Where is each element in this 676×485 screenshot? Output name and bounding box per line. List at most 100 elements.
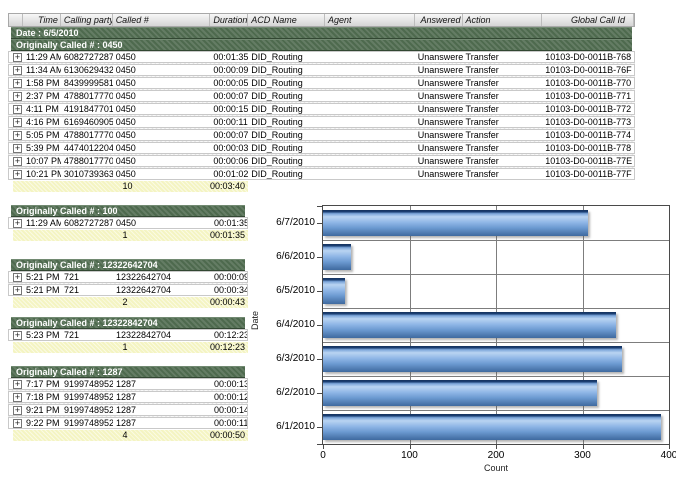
cell-duration: 00:00:11 xyxy=(213,117,248,127)
expand-cell: + xyxy=(9,65,23,75)
cell-duration: 00:00:11 xyxy=(214,418,247,428)
cell-time: 9:22 PM xyxy=(26,418,60,428)
cell-calling: 4191847701 xyxy=(63,104,113,114)
expand-row-button[interactable]: + xyxy=(13,379,22,389)
table-row: +5:23 PM 721 12322842704 00:12:23 xyxy=(8,329,248,341)
cell-duration: 00:00:09 xyxy=(213,65,249,75)
summary-total-duration: 00:00:50 xyxy=(209,430,245,440)
y-axis-title: Date xyxy=(250,311,260,331)
group-rows: +11:29 AM 6082727287 0450 00:01:35 DID_Routi… xyxy=(8,51,635,180)
expand-row-button[interactable]: + xyxy=(13,78,22,88)
chart-bar xyxy=(323,414,661,440)
y-tick-mark xyxy=(317,393,323,394)
y-tick-label: 6/5/2010 xyxy=(276,285,315,296)
column-header-called: Called # xyxy=(113,14,211,26)
y-tick-label: 6/6/2010 xyxy=(276,251,315,262)
cell-acd: DID_Routing xyxy=(251,169,303,179)
column-header-acd: ACD Name xyxy=(248,14,325,26)
cell-calling: 6082727287 xyxy=(64,218,113,228)
table-row: +9:21 PM 9199748952 1287 00:00:14 xyxy=(8,404,248,416)
y-tick-label: 6/7/2010 xyxy=(276,217,315,228)
expand-row-button[interactable]: + xyxy=(13,169,22,179)
expand-row-button[interactable]: + xyxy=(13,418,22,428)
cell-duration: 00:00:07 xyxy=(213,130,249,140)
cell-time: 4:16 PM xyxy=(25,117,60,127)
cell-answered: Unanswered xyxy=(417,156,463,166)
cell-acd: DID_Routing xyxy=(251,143,303,153)
cell-calling: 4788017770 xyxy=(63,130,113,140)
cell-time: 5:21 PM xyxy=(26,272,60,282)
summary-call-count: 4 xyxy=(122,430,128,440)
column-header-gcid: Global Call Id xyxy=(542,14,634,26)
cell-calling: 9199748952 xyxy=(64,392,113,402)
table-row: +5:21 PM 721 12322642704 00:00:09 xyxy=(8,271,248,283)
cell-calling: 8439999581 xyxy=(63,78,113,88)
column-header-expand xyxy=(9,14,23,26)
y-tick-mark xyxy=(317,427,323,428)
cell-called: 1287 xyxy=(116,405,137,415)
table-row: +10:21 PM 3010739363 0450 00:01:02 DID_Routi… xyxy=(8,168,635,180)
cell-duration: 00:00:03 xyxy=(213,143,249,153)
cell-acd: DID_Routing xyxy=(251,117,303,127)
cell-duration: 00:01:35 xyxy=(213,52,249,62)
column-header-agent: Agent xyxy=(325,14,415,26)
expand-row-button[interactable]: + xyxy=(13,156,22,166)
expand-row-button[interactable]: + xyxy=(13,392,22,402)
expand-cell: + xyxy=(9,78,23,88)
expand-row-button[interactable]: + xyxy=(13,91,22,101)
expand-row-button[interactable]: + xyxy=(13,285,22,295)
cell-time: 5:05 PM xyxy=(25,130,60,140)
date-group-header: Date : 6/5/2010 xyxy=(11,27,632,39)
expand-row-button[interactable]: + xyxy=(13,52,22,62)
cell-answered: Unanswered xyxy=(417,130,463,140)
chart-bar xyxy=(323,312,616,338)
group-rows: +7:17 PM 9199748952 1287 00:00:13 +7:18 PM 91… xyxy=(8,378,248,429)
expand-row-button[interactable]: + xyxy=(13,130,22,140)
cell-answered: Unanswered xyxy=(417,78,463,88)
expand-cell: + xyxy=(9,379,23,389)
group-summary-row: 4 00:00:50 xyxy=(13,430,248,441)
expand-row-button[interactable]: + xyxy=(13,330,22,340)
expand-row-button[interactable]: + xyxy=(13,143,22,153)
cell-calling: 6082727287 xyxy=(63,52,113,62)
group-table: Originally Called # : 12322642704 +5:21 P… xyxy=(8,259,248,308)
expand-row-button[interactable]: + xyxy=(13,65,22,75)
cell-duration: 00:00:12 xyxy=(214,392,247,402)
y-tick-label: 6/3/2010 xyxy=(276,353,315,364)
group-rows: +5:21 PM 721 12322642704 00:00:09 +5:21 PM 72… xyxy=(8,271,248,296)
y-tick-mark xyxy=(317,291,323,292)
expand-row-button[interactable]: + xyxy=(13,117,22,127)
cell-time: 4:11 PM xyxy=(25,104,59,114)
cell-answered: Unanswered xyxy=(417,65,463,75)
y-tick-label: 6/4/2010 xyxy=(276,319,315,330)
cell-action: Transfer xyxy=(465,104,499,114)
expand-row-button[interactable]: + xyxy=(13,104,22,114)
cell-called: 0450 xyxy=(115,117,136,127)
expand-cell: + xyxy=(9,117,23,127)
expand-row-button[interactable]: + xyxy=(13,405,22,415)
cell-calling: 721 xyxy=(64,272,80,282)
cell-duration: 00:00:09 xyxy=(214,272,247,282)
expand-cell: + xyxy=(9,392,23,402)
summary-total-duration: 00:03:40 xyxy=(209,181,245,191)
cell-calling: 9199748952 xyxy=(64,405,113,415)
column-header-calling: Calling party # xyxy=(61,14,113,26)
expand-cell: + xyxy=(9,405,23,415)
cell-called: 0450 xyxy=(115,130,136,140)
chart-bar xyxy=(323,380,597,406)
summary-total-duration: 00:01:35 xyxy=(209,230,245,240)
cell-calling: 9199748952 xyxy=(64,379,113,389)
summary-call-count: 10 xyxy=(122,181,133,191)
summary-call-count: 2 xyxy=(122,297,128,307)
chart-bar xyxy=(323,278,345,304)
summary-call-count: 1 xyxy=(122,230,128,240)
expand-row-button[interactable]: + xyxy=(13,272,22,282)
y-tick-label: 6/2/2010 xyxy=(276,387,315,398)
cell-calling: 6130629432 xyxy=(63,65,113,75)
column-header-action: Action xyxy=(463,14,543,26)
table-row: +4:16 PM 6169460905 0450 00:00:11 DID_Routin… xyxy=(8,116,635,128)
expand-row-button[interactable]: + xyxy=(13,218,22,228)
group-header: Originally Called # : 100 xyxy=(11,205,245,217)
